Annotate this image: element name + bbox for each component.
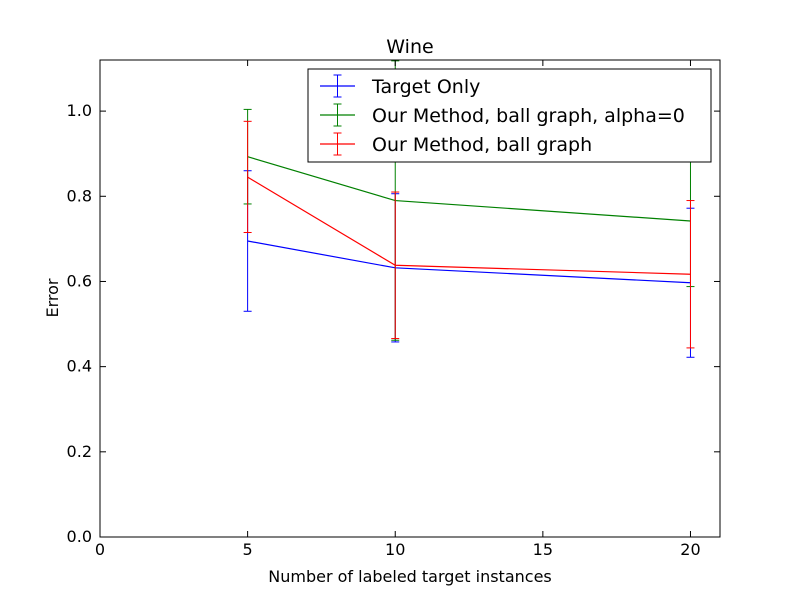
- x-tick-label: 10: [385, 540, 405, 559]
- x-axis-label: Number of labeled target instances: [268, 567, 552, 586]
- y-tick-label: 0.8: [67, 186, 92, 205]
- x-tick-label: 20: [680, 540, 700, 559]
- series-0: [243, 170, 695, 358]
- legend-label: Our Method, ball graph: [372, 134, 592, 156]
- legend-box: [307, 68, 712, 163]
- y-tick-label: 1.0: [67, 101, 92, 120]
- legend-entry: Our Method, ball graph: [320, 132, 592, 156]
- y-tick-label: 0.0: [67, 527, 92, 546]
- legend-entry: Target Only: [320, 74, 480, 98]
- chart-title: Wine: [386, 36, 433, 58]
- x-tick-label: 5: [243, 540, 253, 559]
- legend-label: Target Only: [371, 76, 480, 98]
- series-line: [247, 176, 691, 275]
- series-2: [243, 120, 695, 349]
- series-line: [247, 156, 691, 222]
- legend-entry: Our Method, ball graph, alpha=0: [320, 103, 685, 127]
- legend-label: Our Method, ball graph, alpha=0: [372, 105, 685, 127]
- y-tick-label: 0.2: [67, 442, 92, 461]
- series-line: [247, 240, 691, 284]
- axes-frame: [99, 59, 721, 538]
- axis-ticks: 0 5 10 15 20 0.0 0.2 0.4 0.6 0.8 1.0: [67, 60, 720, 559]
- y-axis-label: Error: [43, 278, 62, 317]
- y-tick-label: 0.6: [67, 271, 92, 290]
- y-tick-label: 0.4: [67, 357, 92, 376]
- legend: Target Only Our Method, ball graph, alpha…: [307, 68, 712, 163]
- x-tick-label: 0: [95, 540, 105, 559]
- x-tick-label: 15: [533, 540, 553, 559]
